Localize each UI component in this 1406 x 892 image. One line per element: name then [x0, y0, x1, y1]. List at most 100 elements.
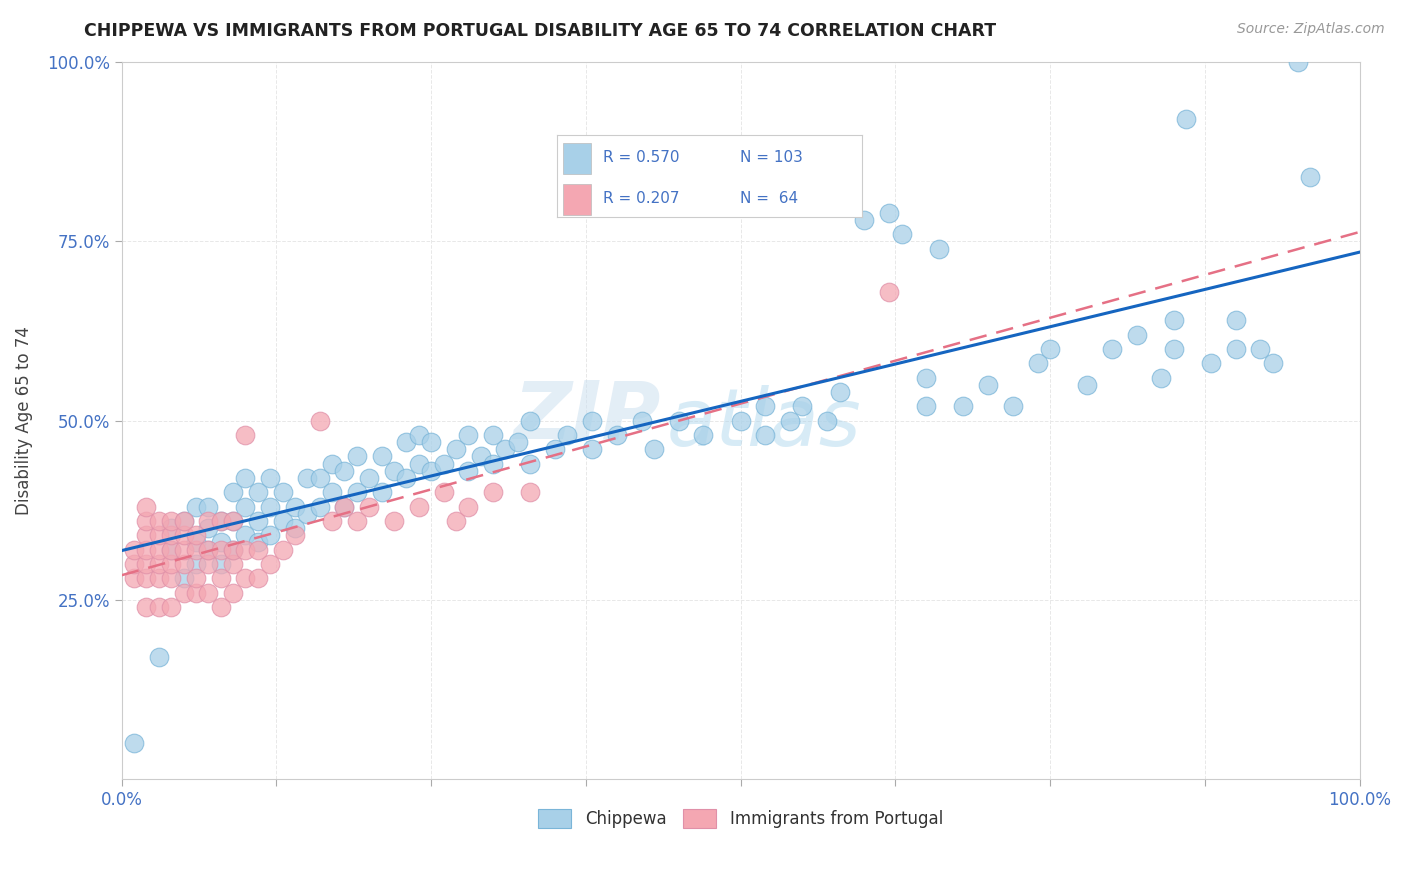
- Point: [828, 384, 851, 399]
- Point: [890, 227, 912, 242]
- Point: [235, 571, 257, 585]
- Point: [321, 485, 343, 500]
- Point: [173, 528, 195, 542]
- Point: [444, 442, 467, 457]
- Point: [1101, 342, 1123, 356]
- Point: [321, 457, 343, 471]
- Point: [754, 399, 776, 413]
- Point: [1001, 399, 1024, 413]
- Point: [222, 557, 245, 571]
- Point: [209, 535, 232, 549]
- Point: [148, 650, 170, 665]
- Point: [235, 428, 257, 442]
- Point: [792, 399, 814, 413]
- Text: ZIP: ZIP: [513, 378, 661, 456]
- Point: [630, 413, 652, 427]
- Point: [346, 514, 368, 528]
- Point: [544, 442, 567, 457]
- Point: [148, 542, 170, 557]
- Point: [1026, 356, 1049, 370]
- Point: [1225, 342, 1247, 356]
- Point: [297, 507, 319, 521]
- Bar: [564, 184, 591, 215]
- Y-axis label: Disability Age 65 to 74: Disability Age 65 to 74: [15, 326, 32, 515]
- Point: [420, 464, 443, 478]
- Point: [160, 599, 183, 614]
- Point: [346, 450, 368, 464]
- Point: [1039, 342, 1062, 356]
- Point: [308, 471, 330, 485]
- Text: atlas: atlas: [666, 385, 860, 463]
- Point: [346, 485, 368, 500]
- Point: [246, 571, 269, 585]
- Point: [606, 428, 628, 442]
- Point: [308, 500, 330, 514]
- Point: [246, 542, 269, 557]
- Point: [482, 457, 505, 471]
- Point: [173, 571, 195, 585]
- Point: [1261, 356, 1284, 370]
- Point: [259, 500, 281, 514]
- Point: [122, 571, 145, 585]
- Point: [197, 500, 219, 514]
- Point: [382, 514, 405, 528]
- Point: [333, 500, 356, 514]
- Point: [1163, 342, 1185, 356]
- Point: [235, 542, 257, 557]
- Point: [135, 599, 157, 614]
- Point: [271, 542, 294, 557]
- Text: R = 0.207: R = 0.207: [603, 191, 679, 206]
- Point: [977, 377, 1000, 392]
- Point: [160, 528, 183, 542]
- Point: [395, 471, 418, 485]
- Point: [297, 471, 319, 485]
- Point: [1076, 377, 1098, 392]
- Point: [160, 571, 183, 585]
- Point: [222, 485, 245, 500]
- Point: [519, 413, 541, 427]
- Point: [370, 485, 392, 500]
- Point: [222, 514, 245, 528]
- Point: [1286, 55, 1309, 70]
- Point: [668, 413, 690, 427]
- Point: [160, 514, 183, 528]
- Point: [432, 457, 454, 471]
- Point: [730, 413, 752, 427]
- Point: [222, 542, 245, 557]
- Point: [432, 485, 454, 500]
- Point: [408, 457, 430, 471]
- Point: [148, 599, 170, 614]
- Legend: Chippewa, Immigrants from Portugal: Chippewa, Immigrants from Portugal: [531, 803, 949, 835]
- Point: [197, 557, 219, 571]
- Point: [184, 571, 207, 585]
- Point: [197, 542, 219, 557]
- Point: [160, 521, 183, 535]
- Point: [877, 285, 900, 299]
- Point: [457, 464, 479, 478]
- Point: [259, 528, 281, 542]
- Text: CHIPPEWA VS IMMIGRANTS FROM PORTUGAL DISABILITY AGE 65 TO 74 CORRELATION CHART: CHIPPEWA VS IMMIGRANTS FROM PORTUGAL DIS…: [84, 22, 997, 40]
- Bar: [564, 143, 591, 174]
- Point: [246, 485, 269, 500]
- Point: [209, 599, 232, 614]
- Point: [1175, 112, 1198, 127]
- Point: [148, 571, 170, 585]
- Point: [494, 442, 516, 457]
- Point: [184, 542, 207, 557]
- Point: [173, 514, 195, 528]
- Point: [135, 500, 157, 514]
- Point: [135, 542, 157, 557]
- Point: [271, 514, 294, 528]
- Point: [482, 428, 505, 442]
- Point: [1299, 169, 1322, 184]
- Point: [184, 500, 207, 514]
- Point: [692, 428, 714, 442]
- Point: [135, 514, 157, 528]
- Point: [259, 471, 281, 485]
- Point: [173, 542, 195, 557]
- Point: [382, 464, 405, 478]
- Point: [877, 205, 900, 219]
- Point: [160, 557, 183, 571]
- Point: [815, 413, 838, 427]
- Point: [321, 514, 343, 528]
